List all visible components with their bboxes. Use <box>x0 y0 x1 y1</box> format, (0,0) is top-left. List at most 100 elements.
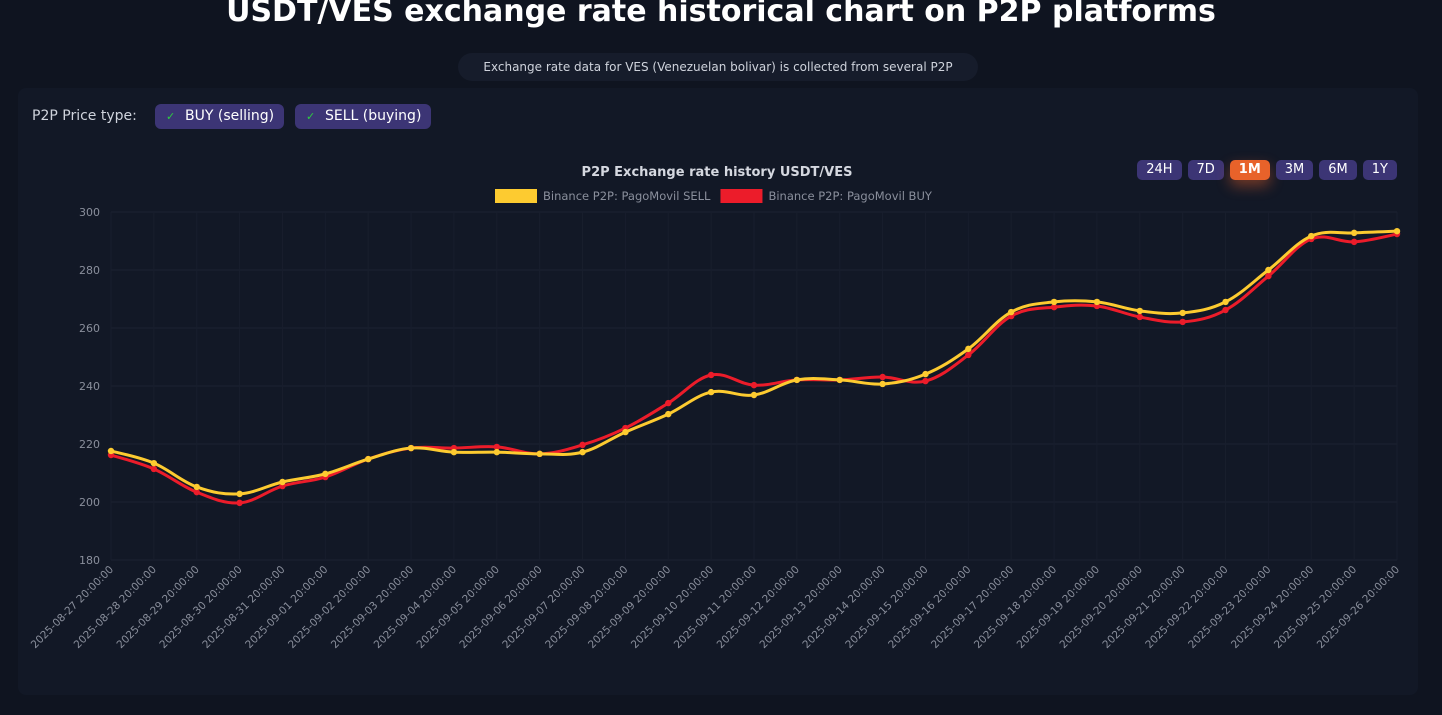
data-point <box>1265 266 1272 274</box>
x-tick-label: 2025-09-11 20:00:00 <box>672 564 759 651</box>
data-point <box>1308 232 1315 240</box>
data-point <box>1050 303 1058 311</box>
filter-chip[interactable]: SELL (buying) <box>295 104 432 129</box>
x-tick-label: 2025-08-28 20:00:00 <box>72 564 159 651</box>
data-point <box>879 380 886 388</box>
chart-title: P2P Exchange rate history USDT/VES <box>582 165 853 180</box>
data-point <box>793 376 801 384</box>
data-point <box>150 459 158 467</box>
data-point <box>279 478 286 486</box>
legend-label: Binance P2P: PagoMovil SELL <box>543 189 711 203</box>
data-point <box>922 370 929 378</box>
timeframe-buttons: 24H 7D 1M 3M 6M 1Y <box>1137 160 1397 180</box>
data-point <box>707 371 715 379</box>
x-tick-label: 2025-09-05 20:00:00 <box>415 564 502 651</box>
x-tick-label: 2025-09-02 20:00:00 <box>286 564 373 651</box>
data-point <box>493 443 500 451</box>
timeframe-button[interactable]: 24H <box>1137 160 1182 180</box>
x-tick-label: 2025-09-18 20:00:00 <box>972 564 1059 651</box>
x-tick-label: 2025-09-14 20:00:00 <box>800 564 887 651</box>
x-tick-label: 2025-09-10 20:00:00 <box>629 564 716 651</box>
x-tick-label: 2025-09-23 20:00:00 <box>1186 564 1273 651</box>
data-point <box>879 373 886 381</box>
data-point <box>150 465 158 473</box>
x-tick-label: 2025-09-03 20:00:00 <box>329 564 416 651</box>
x-tick-label: 2025-09-25 20:00:00 <box>1272 564 1359 651</box>
x-tick-label: 2025-09-13 20:00:00 <box>758 564 845 651</box>
timeframe-button[interactable]: 6M <box>1319 160 1357 180</box>
x-tick-label: 2025-08-27 20:00:00 <box>29 564 116 651</box>
x-tick-label: 2025-08-30 20:00:00 <box>157 564 244 651</box>
y-tick-label: 300 <box>79 206 100 219</box>
page-subtitle: Exchange rate data for VES (Venezuelan b… <box>458 53 978 102</box>
data-point <box>236 490 243 498</box>
y-tick-label: 260 <box>79 322 100 335</box>
data-point <box>836 376 843 384</box>
data-point <box>579 441 586 449</box>
page-title: USDT/VES exchange rate historical chart … <box>226 0 1216 29</box>
data-point <box>579 448 586 456</box>
x-tick-label: 2025-09-19 20:00:00 <box>1015 564 1102 651</box>
data-point <box>1136 313 1144 321</box>
timeframe-button[interactable]: 3M <box>1275 160 1314 180</box>
data-point <box>107 447 115 455</box>
y-tick-label: 240 <box>79 380 100 393</box>
data-point <box>322 470 329 478</box>
data-point <box>1136 307 1144 315</box>
x-tick-label: 2025-09-26 20:00:00 <box>1315 564 1402 651</box>
x-tick-label: 2025-09-06 20:00:00 <box>457 564 544 651</box>
x-tick-label: 2025-09-22 20:00:00 <box>1143 564 1230 651</box>
data-point <box>365 455 372 463</box>
x-tick-label: 2025-09-01 20:00:00 <box>243 564 330 651</box>
data-point <box>1093 298 1101 306</box>
data-point <box>1222 298 1229 306</box>
data-point <box>707 388 715 396</box>
x-tick-label: 2025-09-08 20:00:00 <box>543 564 630 651</box>
x-tick-label: 2025-08-29 20:00:00 <box>115 564 202 651</box>
data-point <box>193 488 200 496</box>
data-point <box>193 483 200 491</box>
x-tick-label: 2025-08-31 20:00:00 <box>200 564 287 651</box>
x-tick-label: 2025-09-09 20:00:00 <box>586 564 673 651</box>
data-point <box>965 351 972 359</box>
data-point <box>236 499 243 507</box>
x-tick-label: 2025-09-15 20:00:00 <box>843 564 930 651</box>
data-point <box>665 410 672 418</box>
y-tick-label: 200 <box>79 496 100 509</box>
data-point <box>1350 238 1358 246</box>
data-point <box>1350 229 1358 237</box>
data-point <box>493 448 500 456</box>
data-point <box>1179 318 1186 326</box>
legend-swatch <box>720 189 763 203</box>
data-point <box>1008 308 1015 316</box>
data-point <box>1222 306 1229 314</box>
data-point <box>922 377 929 385</box>
legend-swatch <box>495 189 537 203</box>
data-point <box>1265 272 1272 280</box>
x-tick-label: 2025-09-21 20:00:00 <box>1100 564 1187 651</box>
timeframe-button[interactable]: 1Y <box>1362 160 1397 180</box>
data-point <box>450 448 458 456</box>
x-tick-label: 2025-09-20 20:00:00 <box>1058 564 1145 651</box>
data-point <box>622 428 629 436</box>
filter-chip[interactable]: BUY (selling) <box>155 104 285 129</box>
data-point <box>750 381 758 389</box>
data-point <box>536 450 543 458</box>
y-tick-label: 220 <box>79 438 100 451</box>
data-point <box>1393 227 1401 235</box>
x-tick-label: 2025-09-24 20:00:00 <box>1229 564 1316 651</box>
timeframe-button[interactable]: 1M <box>1229 160 1270 180</box>
data-point <box>407 444 415 452</box>
data-point <box>750 391 758 399</box>
x-tick-label: 2025-09-16 20:00:00 <box>886 564 973 651</box>
y-tick-label: 180 <box>79 554 100 567</box>
y-tick-label: 280 <box>79 264 100 277</box>
data-point <box>665 399 672 407</box>
data-point <box>965 345 972 353</box>
data-point <box>1179 309 1186 317</box>
timeframe-button[interactable]: 7D <box>1187 160 1224 180</box>
x-tick-label: 2025-09-04 20:00:00 <box>372 564 459 651</box>
legend-label: Binance P2P: PagoMovil BUY <box>768 189 932 203</box>
